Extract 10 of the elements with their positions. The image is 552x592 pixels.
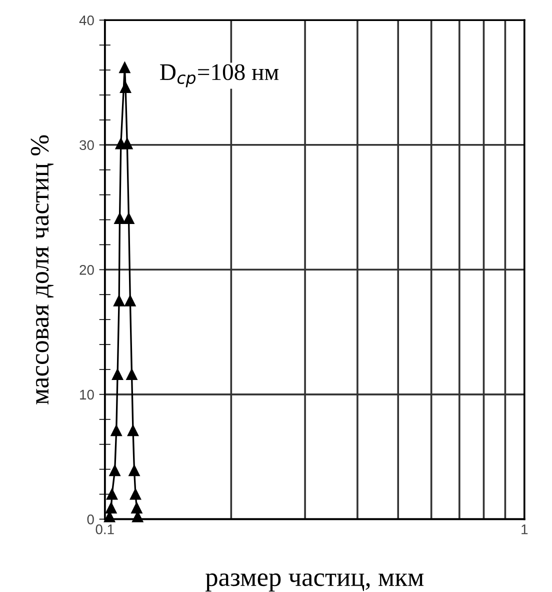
y-axis-title: массовая доля частиц % <box>30 135 54 404</box>
annotation: D$_{ср}$=108 нм <box>160 64 279 88</box>
y-tick-label: 0 <box>87 514 94 524</box>
y-tick-label: 10 <box>80 390 94 400</box>
x-axis-title: размер частиц, мкм <box>206 573 424 592</box>
y-tick-label: 40 <box>79 15 94 26</box>
x-tick-label: 0.1 <box>96 524 114 534</box>
y-tick-label: 20 <box>80 264 94 275</box>
x-tick-label: 1 <box>522 524 528 534</box>
y-tick-label: 30 <box>80 140 94 150</box>
